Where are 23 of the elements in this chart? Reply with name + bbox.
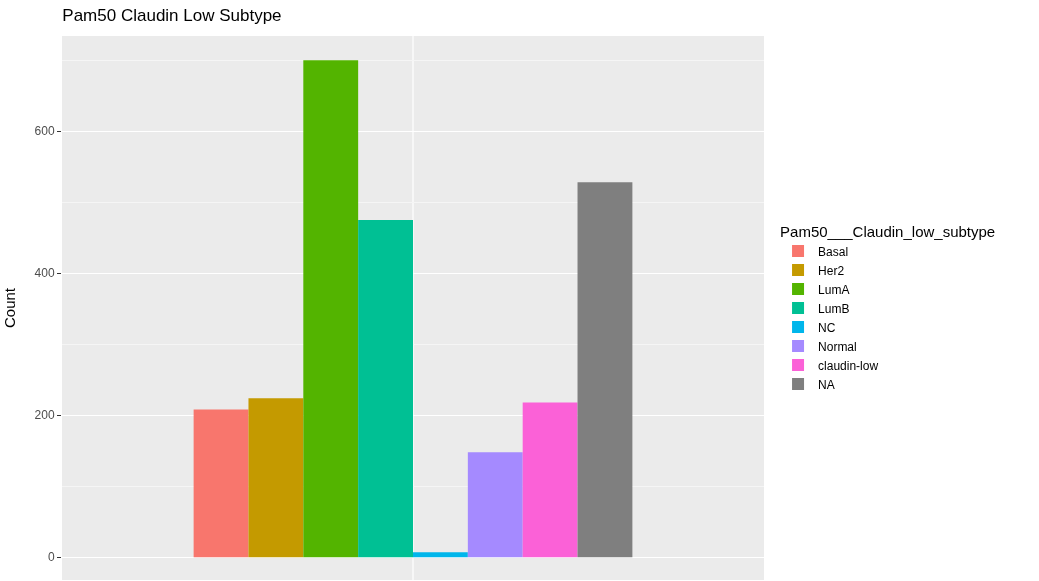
legend-label: claudin-low bbox=[818, 358, 879, 373]
y-tick-label: 200 bbox=[34, 408, 55, 423]
legend-label: LumB bbox=[818, 301, 850, 316]
legend-label: LumA bbox=[818, 282, 850, 297]
y-tick-label: 400 bbox=[34, 266, 55, 281]
legend-label: NA bbox=[818, 377, 835, 392]
bar bbox=[193, 409, 249, 558]
legend-label: Basal bbox=[818, 244, 849, 259]
bar bbox=[303, 60, 359, 558]
bar bbox=[522, 402, 578, 558]
bar bbox=[467, 452, 523, 558]
bar bbox=[413, 552, 468, 558]
bar bbox=[358, 219, 413, 558]
legend-label: NC bbox=[818, 320, 836, 335]
y-tick-label: 0 bbox=[47, 550, 55, 565]
chart-title: Pam50 Claudin Low Subtype bbox=[62, 5, 282, 25]
bar bbox=[248, 398, 304, 558]
legend-title: Pam50___Claudin_low_subtype bbox=[780, 222, 996, 240]
legend-label: Her2 bbox=[818, 263, 845, 278]
y-tick-label: 600 bbox=[34, 124, 55, 139]
legend-label: Normal bbox=[818, 339, 857, 354]
y-axis-title: Count bbox=[0, 287, 18, 329]
bar bbox=[577, 182, 633, 558]
